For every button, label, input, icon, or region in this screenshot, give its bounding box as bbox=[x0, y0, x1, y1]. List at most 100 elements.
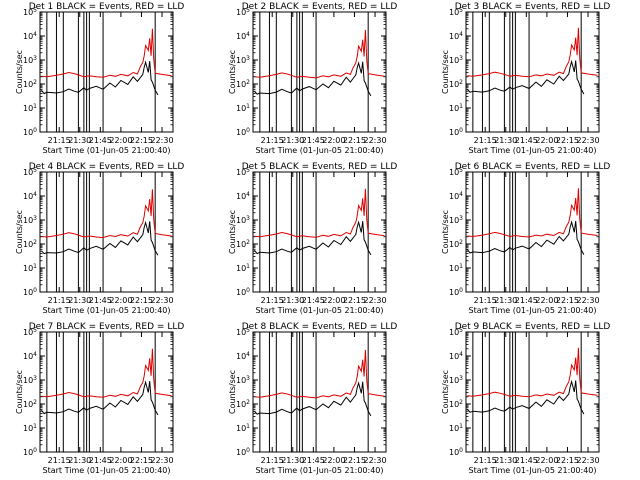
y-tick-label: 102 bbox=[23, 79, 37, 89]
x-axis-label: Start Time (01-Jun-05 21:00:40) bbox=[43, 306, 171, 315]
panel-title: Det 4 BLACK = Events, RED = LLD bbox=[29, 162, 185, 172]
plot-frame bbox=[39, 171, 174, 293]
x-tick-label-22-30: 22:30 bbox=[150, 296, 173, 305]
x-tick-label-22-15: 22:15 bbox=[343, 456, 366, 465]
y-tick-label: 104 bbox=[23, 31, 37, 41]
x-tick-label-21-45: 21:45 bbox=[302, 136, 325, 145]
lld-series-line bbox=[254, 29, 385, 79]
x-tick-label-21-45: 21:45 bbox=[302, 456, 325, 465]
x-tick-label-22-30: 22:30 bbox=[150, 456, 173, 465]
y-tick-label: 100 bbox=[236, 127, 250, 137]
x-tick-label-22-00: 22:00 bbox=[535, 136, 558, 145]
y-tick-label: 104 bbox=[236, 351, 250, 361]
x-tick-label-22-00: 22:00 bbox=[535, 296, 558, 305]
plot-frame bbox=[252, 11, 387, 133]
x-tick-label-22-30: 22:30 bbox=[363, 296, 386, 305]
x-tick-label-22-15: 22:15 bbox=[130, 296, 153, 305]
x-tick-label-22-00: 22:00 bbox=[322, 456, 345, 465]
x-tick-label-22-00: 22:00 bbox=[535, 456, 558, 465]
y-tick-label: 103 bbox=[236, 55, 250, 65]
y-tick-label: 103 bbox=[449, 375, 463, 385]
x-tick-label-22-15: 22:15 bbox=[130, 456, 153, 465]
plot-frame bbox=[465, 11, 600, 133]
y-axis-label: Counts/sec bbox=[15, 50, 24, 94]
x-tick-label-21-30: 21:30 bbox=[68, 296, 91, 305]
panel-title: Det 8 BLACK = Events, RED = LLD bbox=[242, 322, 398, 332]
x-tick-label-21-30: 21:30 bbox=[68, 456, 91, 465]
panel-title: Det 1 BLACK = Events, RED = LLD bbox=[29, 2, 185, 12]
x-tick-label-21-30: 21:30 bbox=[281, 296, 304, 305]
y-axis-label: Counts/sec bbox=[15, 370, 24, 414]
y-tick-label: 104 bbox=[449, 351, 463, 361]
detector-panel: Det 5 BLACK = Events, RED = LLD 100 101 102… bbox=[228, 162, 397, 315]
lld-series-line bbox=[41, 28, 172, 78]
x-tick-label-21-15: 21:15 bbox=[261, 456, 284, 465]
y-tick-label: 101 bbox=[449, 423, 463, 433]
x-tick-label-22-15: 22:15 bbox=[130, 136, 153, 145]
detector-panel: Det 8 BLACK = Events, RED = LLD 100 101 102… bbox=[228, 322, 397, 475]
events-series-line bbox=[41, 60, 159, 96]
x-tick-label-21-45: 21:45 bbox=[89, 136, 112, 145]
events-series-line bbox=[254, 381, 372, 417]
y-tick-label: 102 bbox=[449, 399, 463, 409]
y-tick-label: 101 bbox=[236, 263, 250, 273]
x-tick-label-22-30: 22:30 bbox=[363, 456, 386, 465]
x-tick-label-21-45: 21:45 bbox=[515, 136, 538, 145]
y-tick-label: 101 bbox=[23, 423, 37, 433]
x-tick-label-22-15: 22:15 bbox=[556, 296, 579, 305]
x-tick-label-21-30: 21:30 bbox=[68, 136, 91, 145]
x-tick-label-22-30: 22:30 bbox=[576, 456, 599, 465]
x-tick-label-22-00: 22:00 bbox=[322, 136, 345, 145]
y-tick-label: 103 bbox=[449, 55, 463, 65]
x-tick-label-21-15: 21:15 bbox=[48, 456, 71, 465]
detector-panel: Det 9 BLACK = Events, RED = LLD 100 101 102… bbox=[441, 322, 610, 475]
y-axis-label: Counts/sec bbox=[228, 50, 237, 94]
x-tick-label-21-15: 21:15 bbox=[474, 136, 497, 145]
x-axis-label: Start Time (01-Jun-05 21:00:40) bbox=[256, 466, 384, 475]
events-series-line bbox=[254, 220, 372, 256]
y-tick-label: 103 bbox=[23, 375, 37, 385]
y-axis-label: Counts/sec bbox=[228, 210, 237, 254]
y-tick-label: 103 bbox=[23, 55, 37, 65]
y-tick-label: 105 bbox=[23, 167, 37, 177]
y-tick-label: 101 bbox=[449, 103, 463, 113]
plot-frame bbox=[39, 11, 174, 133]
y-tick-label: 100 bbox=[236, 287, 250, 297]
x-axis-label: Start Time (01-Jun-05 21:00:40) bbox=[469, 306, 597, 315]
x-tick-label-22-15: 22:15 bbox=[556, 136, 579, 145]
events-series-line bbox=[254, 61, 372, 97]
panel-title: Det 6 BLACK = Events, RED = LLD bbox=[455, 162, 611, 172]
lld-series-line bbox=[467, 188, 598, 238]
x-tick-label-22-00: 22:00 bbox=[109, 456, 132, 465]
x-axis-label: Start Time (01-Jun-05 21:00:40) bbox=[469, 146, 597, 155]
x-tick-label-22-15: 22:15 bbox=[343, 136, 366, 145]
y-tick-label: 100 bbox=[449, 127, 463, 137]
x-axis-label: Start Time (01-Jun-05 21:00:40) bbox=[43, 146, 171, 155]
y-tick-label: 102 bbox=[449, 239, 463, 249]
y-tick-label: 101 bbox=[236, 103, 250, 113]
y-tick-label: 104 bbox=[449, 191, 463, 201]
lld-series-line bbox=[254, 188, 385, 238]
plot-frame bbox=[252, 331, 387, 453]
y-axis-label: Counts/sec bbox=[15, 210, 24, 254]
panel-title: Det 3 BLACK = Events, RED = LLD bbox=[455, 2, 611, 12]
y-axis-label: Counts/sec bbox=[441, 210, 450, 254]
detector-panel: Det 7 BLACK = Events, RED = LLD 100 101 102… bbox=[15, 322, 184, 475]
y-tick-label: 103 bbox=[236, 375, 250, 385]
y-tick-label: 101 bbox=[236, 423, 250, 433]
x-tick-label-21-45: 21:45 bbox=[89, 296, 112, 305]
x-tick-label-22-00: 22:00 bbox=[109, 296, 132, 305]
y-tick-label: 100 bbox=[23, 447, 37, 457]
x-tick-label-21-15: 21:15 bbox=[261, 296, 284, 305]
panel-title: Det 2 BLACK = Events, RED = LLD bbox=[242, 2, 398, 12]
y-tick-label: 101 bbox=[23, 263, 37, 273]
y-tick-label: 103 bbox=[236, 215, 250, 225]
plot-frame bbox=[465, 171, 600, 293]
lld-series-line bbox=[41, 189, 172, 239]
y-tick-label: 104 bbox=[449, 31, 463, 41]
panel-title: Det 9 BLACK = Events, RED = LLD bbox=[455, 322, 611, 332]
x-tick-label-21-45: 21:45 bbox=[302, 296, 325, 305]
x-tick-label-21-30: 21:30 bbox=[494, 136, 517, 145]
y-tick-label: 102 bbox=[236, 399, 250, 409]
